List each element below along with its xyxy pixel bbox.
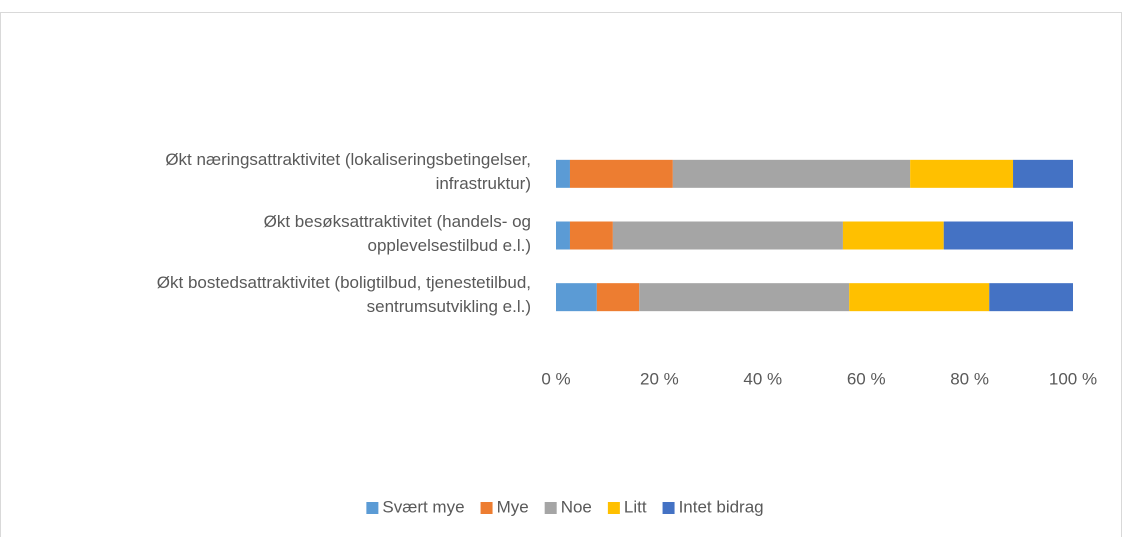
y-tick-label: Økt besøksattraktivitet (handels- og opp… xyxy=(263,211,531,255)
bar-segment xyxy=(556,221,570,250)
bar-segment xyxy=(1013,159,1073,188)
bar-segment xyxy=(672,159,911,188)
x-tick-label: 20 % xyxy=(640,369,679,388)
x-tick-label: 100 % xyxy=(1049,369,1097,388)
bar-segment xyxy=(639,283,850,312)
bar-segment xyxy=(849,283,990,312)
bar-segment xyxy=(989,283,1073,312)
x-tick-label: 80 % xyxy=(950,369,989,388)
legend-swatch xyxy=(544,502,557,514)
x-tick-label: 0 % xyxy=(541,369,570,388)
x-tick-label: 40 % xyxy=(743,369,782,388)
chart-frame xyxy=(0,12,1122,537)
legend-swatch xyxy=(607,502,620,514)
legend-label: Svært mye xyxy=(382,497,464,516)
bar-segment xyxy=(556,283,597,312)
legend-swatch xyxy=(366,502,379,514)
legend-swatch xyxy=(480,502,493,514)
legend-label: Mye xyxy=(497,497,529,516)
bar-segment xyxy=(612,221,843,250)
legend-label: Intet bidrag xyxy=(679,497,764,516)
bar-segment xyxy=(569,159,673,188)
bar-segment xyxy=(943,221,1073,250)
bar-segment xyxy=(910,159,1014,188)
x-tick-label: 60 % xyxy=(847,369,886,388)
bar-segment xyxy=(596,283,640,312)
y-tick-label: Økt næringsattraktivitet (lokaliseringsb… xyxy=(165,149,531,193)
bar-segment xyxy=(569,221,613,250)
legend-label: Noe xyxy=(561,497,592,516)
bar-segment xyxy=(842,221,944,250)
y-tick-label: Økt bostedsattraktivitet (boligtilbud, t… xyxy=(156,273,531,317)
bar-segment xyxy=(556,159,570,188)
legend-label: Litt xyxy=(624,497,647,516)
legend-swatch xyxy=(662,502,675,514)
